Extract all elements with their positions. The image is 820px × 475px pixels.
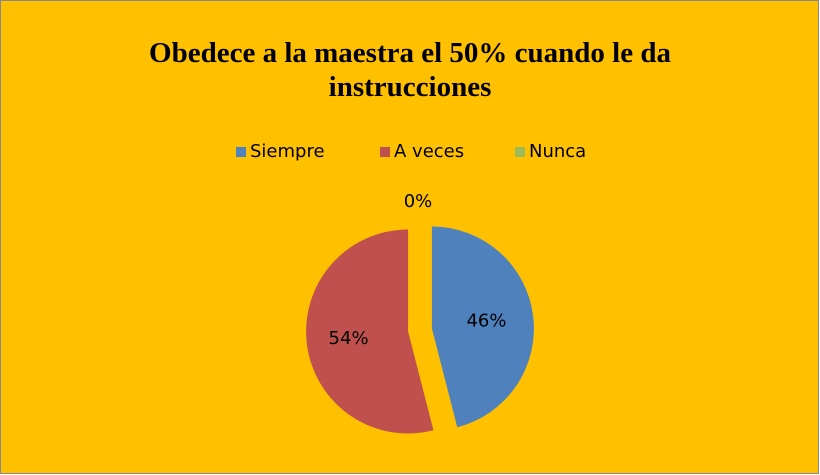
legend-swatch	[380, 147, 390, 157]
data-label: 54%	[329, 328, 369, 349]
legend-swatch	[515, 147, 525, 157]
data-label: 0%	[404, 191, 433, 212]
pie-slice	[306, 229, 434, 434]
chart-title: Obedece a la maestra el 50% cuando le da…	[149, 37, 671, 103]
legend-label: Nunca	[529, 141, 586, 162]
title-line: Obedece a la maestra el 50% cuando le da	[149, 37, 671, 69]
legend-swatch	[236, 147, 246, 157]
legend-label: A veces	[394, 141, 464, 162]
title-line: instrucciones	[329, 71, 492, 103]
pie-slice	[431, 226, 534, 428]
legend-label: Siempre	[250, 141, 325, 162]
data-label: 46%	[466, 311, 506, 332]
